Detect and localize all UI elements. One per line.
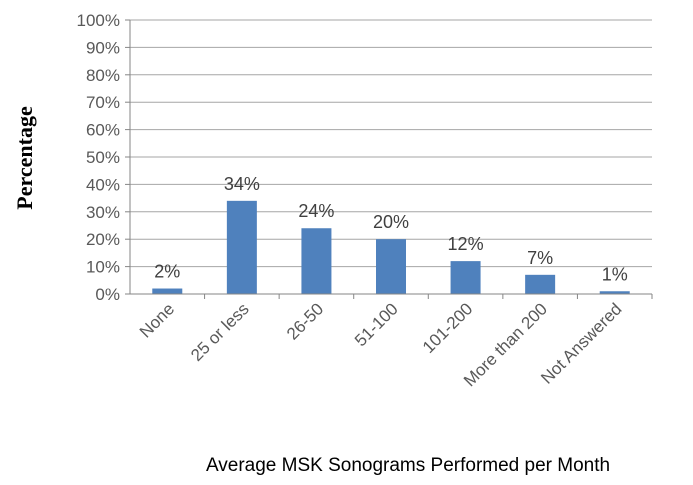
bar [376, 239, 406, 294]
x-category-label: 51-100 [351, 299, 402, 350]
data-label: 1% [602, 264, 628, 284]
data-labels: 2% 34% 24% 20% 12% 7% 1% [154, 174, 627, 284]
bar [599, 291, 630, 294]
y-tick-label: 30% [86, 203, 120, 222]
y-tick-label: 0% [95, 285, 120, 304]
data-label: 34% [224, 174, 260, 194]
x-category-label: 25 or less [187, 299, 253, 365]
bar [450, 261, 481, 294]
x-category-label: None [136, 299, 178, 341]
y-axis-title: Percentage [12, 106, 37, 210]
x-axis-title: Average MSK Sonograms Performed per Mont… [206, 455, 610, 476]
bar [525, 274, 556, 294]
bar [301, 228, 332, 294]
y-tick-label: 90% [86, 38, 120, 57]
data-label: 7% [527, 248, 553, 268]
bars [152, 200, 630, 294]
y-tick-label: 70% [86, 93, 120, 112]
y-tick-label: 40% [86, 175, 120, 194]
data-label: 20% [373, 212, 409, 232]
gridlines [130, 19, 652, 268]
y-tick-label: 50% [86, 148, 120, 167]
data-label: 24% [298, 201, 334, 221]
bar [152, 288, 183, 294]
y-axis-ticks: 0% 10% 20% 30% 40% 50% 60% 70% 80% 90% 100% [77, 11, 130, 304]
bar [226, 200, 257, 294]
x-category-label: 101-200 [419, 299, 477, 357]
data-label: 2% [154, 262, 180, 282]
data-label: 12% [448, 234, 484, 254]
y-tick-label: 10% [86, 258, 120, 277]
y-tick-label: 80% [86, 66, 120, 85]
y-tick-label: 60% [86, 121, 120, 140]
y-tick-label: 20% [86, 230, 120, 249]
y-tick-label: 100% [77, 11, 120, 30]
x-category-label: 26-50 [283, 299, 327, 343]
